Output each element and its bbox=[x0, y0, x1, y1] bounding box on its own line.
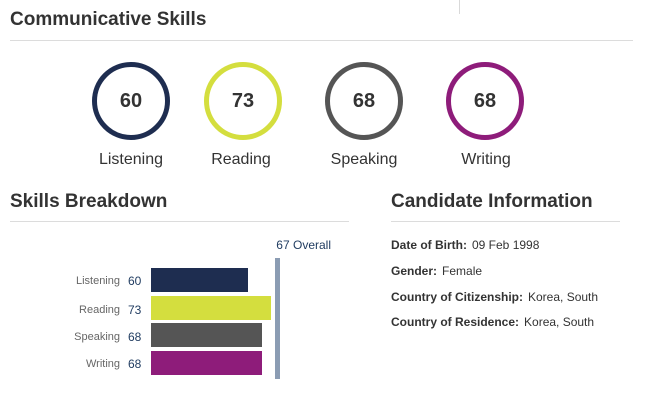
breakdown-speaking-value: 68 bbox=[128, 330, 142, 344]
reading-score-circle: 73 bbox=[204, 62, 282, 140]
dob-value: 09 Feb 1998 bbox=[472, 238, 540, 252]
breakdown-speaking-label: Speaking bbox=[74, 331, 120, 343]
breakdown-writing-label: Writing bbox=[85, 358, 120, 370]
reading-score: 73 bbox=[231, 89, 255, 112]
citizenship-label: Country of Citizenship: bbox=[391, 290, 523, 304]
column-divider bbox=[459, 0, 460, 14]
breakdown-listening-value: 60 bbox=[128, 274, 142, 288]
citizenship-value: Korea, South bbox=[528, 290, 599, 304]
writing-score-circle: 68 bbox=[446, 62, 524, 140]
dob-row: Date of Birth: 09 Feb 1998 bbox=[391, 238, 539, 252]
speaking-score-circle: 68 bbox=[325, 62, 403, 140]
residence-row: Country of Residence: Korea, South bbox=[391, 315, 594, 329]
listening-label: Listening bbox=[98, 151, 164, 168]
residence-label: Country of Residence: bbox=[391, 315, 520, 329]
candidate-information-title: Candidate Information bbox=[391, 191, 593, 212]
communicative-skills-title: Communicative Skills bbox=[10, 9, 207, 30]
breakdown-writing-value: 68 bbox=[128, 357, 142, 371]
gender-value: Female bbox=[442, 264, 483, 278]
breakdown-reading-value: 73 bbox=[128, 303, 142, 317]
citizenship-row: Country of Citizenship: Korea, South bbox=[391, 290, 598, 304]
listening-bar bbox=[151, 268, 248, 292]
listening-score-circle: 60 bbox=[92, 62, 170, 140]
overall-score-label: 67 Overall bbox=[276, 238, 331, 252]
reading-bar bbox=[151, 296, 271, 320]
breakdown-reading-label: Reading bbox=[79, 304, 120, 316]
speaking-score: 68 bbox=[352, 89, 376, 112]
reading-label: Reading bbox=[211, 151, 271, 168]
gender-label: Gender: bbox=[391, 264, 438, 278]
listening-score: 60 bbox=[119, 89, 143, 112]
candidate-divider bbox=[391, 221, 620, 222]
residence-value: Korea, South bbox=[524, 315, 595, 329]
speaking-bar bbox=[151, 323, 262, 347]
skills-breakdown-title: Skills Breakdown bbox=[10, 191, 168, 212]
speaking-label: Speaking bbox=[330, 151, 398, 168]
breakdown-divider bbox=[10, 221, 349, 222]
gender-row: Gender: Female bbox=[391, 264, 482, 278]
writing-score: 68 bbox=[473, 89, 497, 112]
breakdown-listening-label: Listening bbox=[75, 275, 120, 287]
writing-label: Writing bbox=[461, 151, 511, 168]
overall-marker bbox=[275, 258, 280, 379]
writing-bar bbox=[151, 351, 262, 375]
title-divider bbox=[10, 40, 633, 41]
dob-label: Date of Birth: bbox=[391, 238, 467, 252]
